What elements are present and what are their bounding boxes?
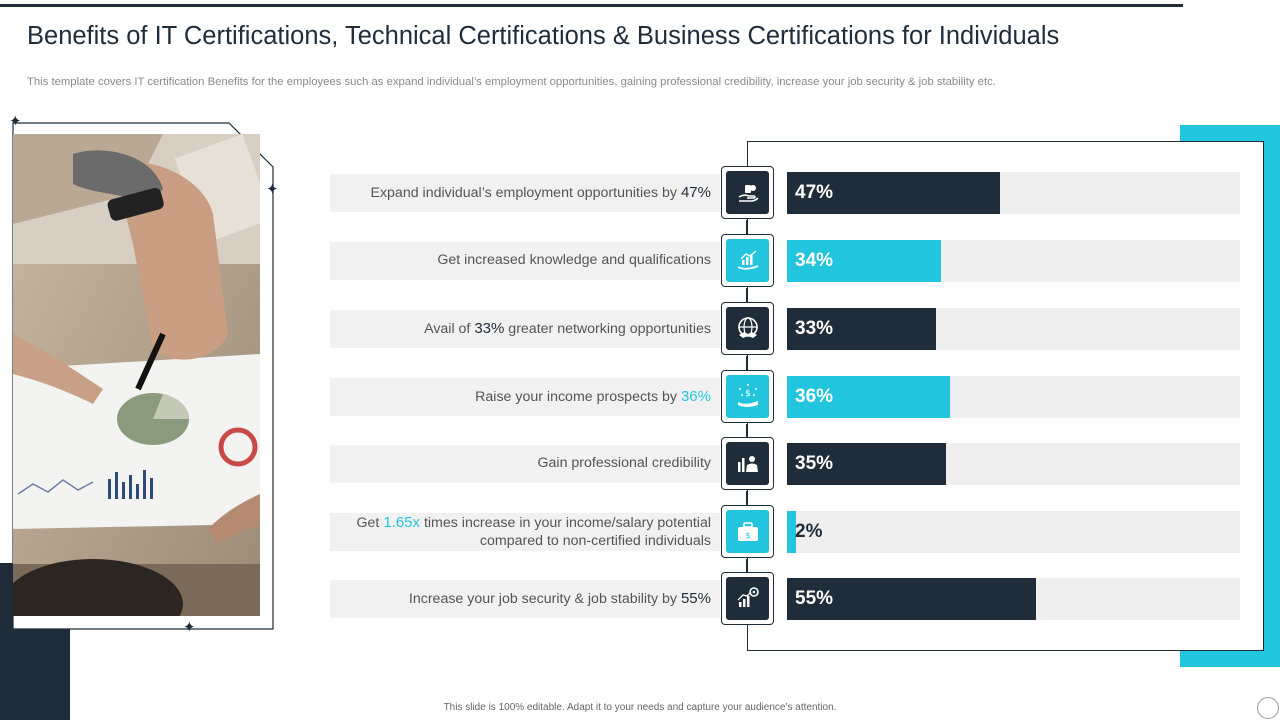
benefit-label: Expand individual’s employment opportuni… <box>330 174 720 212</box>
bar-track: 2% <box>787 511 1240 553</box>
bar <box>787 308 936 350</box>
connector-line <box>746 288 748 302</box>
benefit-text: Raise your income prospects by 36% <box>475 388 711 406</box>
bar-value-label: 35% <box>795 453 834 474</box>
benefit-text-line: Raise your income prospects by 36% <box>475 388 711 406</box>
benefit-label: Raise your income prospects by 36% <box>330 378 720 416</box>
sparkle-icon: ✦ <box>183 619 196 636</box>
footer-note: This slide is 100% editable. Adapt it to… <box>443 702 837 713</box>
bar-value-label: 33% <box>795 318 834 339</box>
benefit-text-line: Gain professional credibility <box>538 455 712 472</box>
gear-growth-chart-icon <box>726 577 769 620</box>
benefit-highlight: 36% <box>680 387 711 405</box>
benefit-icon-box <box>721 437 774 490</box>
sparkle-icon: ✦ <box>266 181 279 198</box>
svg-text:$: $ <box>745 389 751 399</box>
benefit-label: Avail of 33% greater networking opportun… <box>330 310 720 348</box>
bar <box>787 172 1000 214</box>
businessman-chart-icon <box>726 442 769 485</box>
benefit-highlight: 55% <box>680 589 711 607</box>
bar-track: 47% <box>787 172 1240 214</box>
bar-track: 34% <box>787 240 1240 282</box>
benefit-text-line: Get 1.65x times increase in your income/… <box>357 514 712 532</box>
corner-circle <box>1257 697 1279 719</box>
benefit-text-pre: Get increased knowledge and qualificatio… <box>437 252 711 269</box>
benefit-label: Get 1.65x times increase in your income/… <box>330 513 720 551</box>
benefit-text-line: Get increased knowledge and qualificatio… <box>437 252 711 269</box>
benefit-highlight: 33% <box>474 319 505 337</box>
benefit-highlight: 47% <box>680 183 711 201</box>
growth-chart-hand-icon <box>726 239 769 282</box>
page-subtitle: This template covers IT certification Be… <box>27 76 996 88</box>
money-hand-icon <box>726 171 769 214</box>
benefit-text-pre: Avail of <box>424 320 475 337</box>
benefit-text: Get increased knowledge and qualificatio… <box>437 252 711 269</box>
bar-value-label: 55% <box>795 588 834 609</box>
benefit-text-line: Avail of 33% greater networking opportun… <box>424 320 711 338</box>
benefit-text-pre: Increase your job security & job stabili… <box>408 590 681 607</box>
money-briefcase-icon: $ <box>726 510 769 553</box>
business-meeting-photo <box>13 134 260 616</box>
benefit-icon-box: $ <box>721 505 774 558</box>
benefit-text-line: Expand individual’s employment opportuni… <box>370 184 711 202</box>
benefit-text: Get 1.65x times increase in your income/… <box>357 514 712 549</box>
benefit-text: Avail of 33% greater networking opportun… <box>424 320 711 338</box>
globe-handshake-icon <box>726 307 769 350</box>
benefit-text-pre: Expand individual’s employment opportuni… <box>370 184 681 201</box>
page-title: Benefits of IT Certifications, Technical… <box>27 22 1060 50</box>
connector-line <box>746 220 748 234</box>
bar-value-label: 47% <box>795 182 834 203</box>
benefit-label: Gain professional credibility <box>330 445 720 483</box>
benefit-icon-box <box>721 234 774 287</box>
connector-line <box>746 424 748 437</box>
benefit-text: Gain professional credibility <box>538 455 712 472</box>
benefit-text: Expand individual’s employment opportuni… <box>370 184 711 202</box>
benefit-text-pre: Gain professional credibility <box>537 455 712 472</box>
bar-value-label: 2% <box>795 521 823 542</box>
bar <box>787 511 796 553</box>
connector-line <box>746 491 748 505</box>
bar <box>787 578 1036 620</box>
dollar-hand-icon: $ <box>726 375 769 418</box>
benefit-icon-box <box>721 166 774 219</box>
benefit-icon-box: $ <box>721 370 774 423</box>
benefit-icon-box <box>721 572 774 625</box>
connector-line <box>746 356 748 370</box>
benefit-text-line: Increase your job security & job stabili… <box>409 590 711 608</box>
benefit-highlight: 1.65x <box>383 514 421 532</box>
benefit-text: Increase your job security & job stabili… <box>409 590 711 608</box>
bar <box>787 240 941 282</box>
bar-value-label: 36% <box>795 386 834 407</box>
bar-track: 33% <box>787 308 1240 350</box>
bar <box>787 443 946 485</box>
bar-track: 55% <box>787 578 1240 620</box>
benefit-text-post: times increase in your income/salary pot… <box>420 515 711 532</box>
sparkle-icon: ✦ <box>9 113 22 130</box>
svg-text:$: $ <box>745 531 750 540</box>
benefit-label: Increase your job security & job stabili… <box>330 580 720 618</box>
benefit-text-post: greater networking opportunities <box>504 320 711 337</box>
benefit-text-pre: Raise your income prospects by <box>475 388 681 405</box>
benefit-label: Get increased knowledge and qualificatio… <box>330 242 720 280</box>
bar-value-label: 34% <box>795 250 834 271</box>
bar <box>787 376 950 418</box>
benefit-icon-box <box>721 302 774 355</box>
top-rule <box>0 4 1183 7</box>
benefit-text-line: compared to non-certified individuals <box>479 532 711 549</box>
bar-track: 36% <box>787 376 1240 418</box>
bar-track: 35% <box>787 443 1240 485</box>
connector-line <box>746 559 748 572</box>
benefit-text-pre: Get <box>356 515 384 532</box>
